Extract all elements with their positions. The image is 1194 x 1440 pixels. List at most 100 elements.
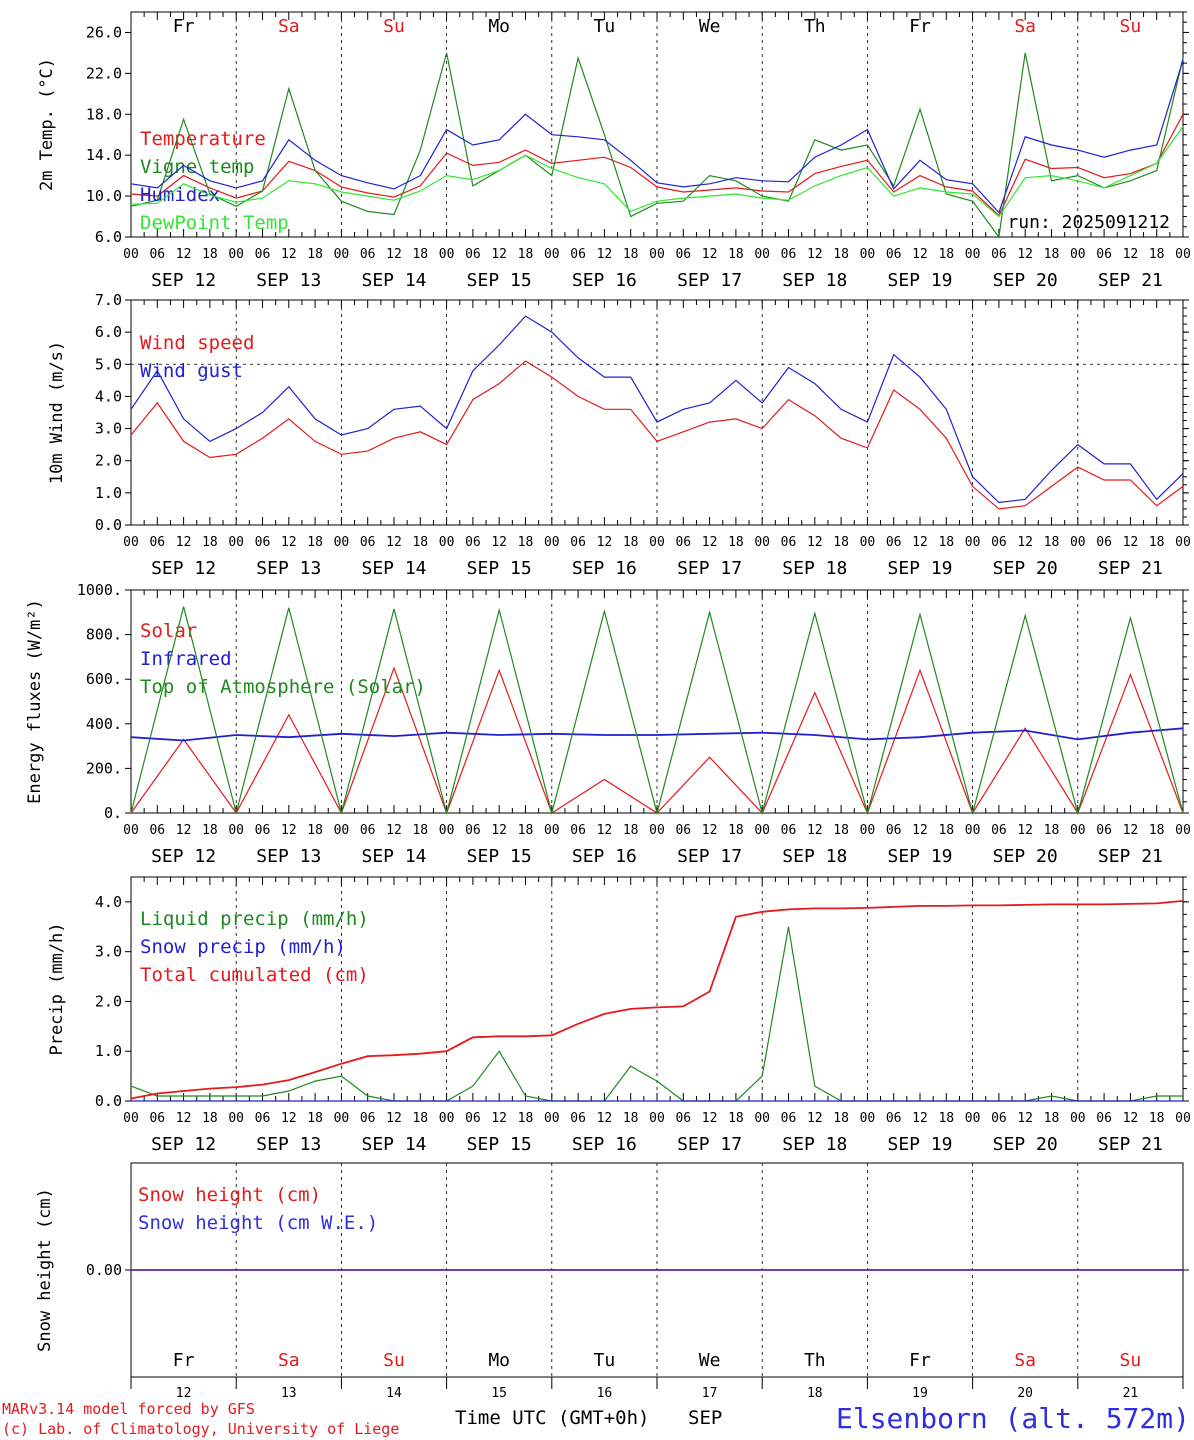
- hour-tick-label: 06: [1096, 247, 1112, 262]
- hour-tick-label: 18: [728, 1111, 744, 1126]
- hour-tick-label: 12: [386, 1111, 402, 1126]
- y-axis-label: 10m Wind (m/s): [47, 341, 67, 484]
- hour-tick-label: 06: [886, 535, 902, 550]
- date-label: SEP 20: [993, 270, 1058, 291]
- date-label: SEP 13: [256, 1134, 321, 1155]
- date-label: SEP 15: [467, 1134, 532, 1155]
- day-of-week-label: Fr: [909, 1350, 931, 1371]
- hour-tick-label: 18: [412, 1111, 428, 1126]
- panel-2: 0.0 1.0 2.0 3.0 4.0 5.0 6.0 7.0 10m Wind (m/s) Wi…: [47, 291, 1191, 579]
- hour-tick-label: 00: [649, 247, 665, 262]
- hour-tick-label: 06: [781, 247, 797, 262]
- hour-tick-label: 06: [570, 823, 586, 838]
- hour-tick-label: 06: [360, 535, 376, 550]
- hour-tick-label: 00: [544, 247, 560, 262]
- hour-tick-label: 12: [912, 535, 928, 550]
- date-label: SEP 14: [361, 846, 426, 867]
- station-name: Elsenborn (alt. 572m): [836, 1402, 1190, 1435]
- hour-tick-label: 18: [623, 247, 639, 262]
- hour-tick-label: 00: [1070, 535, 1086, 550]
- date-label: SEP 12: [151, 846, 216, 867]
- legend-entry: Snow height (cm): [138, 1184, 321, 1206]
- day-number-label: 21: [1123, 1386, 1139, 1401]
- hour-tick-label: 06: [149, 1111, 165, 1126]
- hour-tick-label: 12: [597, 1111, 613, 1126]
- legend-entry: Temperature: [140, 128, 266, 150]
- hour-tick-label: 06: [149, 247, 165, 262]
- date-label: SEP 18: [782, 270, 847, 291]
- hour-tick-label: 00: [965, 1111, 981, 1126]
- date-label: SEP 12: [151, 270, 216, 291]
- hour-tick-label: 12: [281, 823, 297, 838]
- hour-tick-label: 12: [176, 247, 192, 262]
- hour-tick-label: 06: [570, 1111, 586, 1126]
- date-label: SEP 17: [677, 558, 742, 579]
- y-tick-label: 18.0: [86, 105, 122, 123]
- hour-tick-label: 12: [1123, 823, 1139, 838]
- y-axis-label: Precip (mm/h): [47, 922, 67, 1055]
- day-number-label: 13: [281, 1386, 297, 1401]
- hour-tick-label: 06: [360, 247, 376, 262]
- date-label: SEP 14: [361, 1134, 426, 1155]
- hour-tick-label: 00: [439, 823, 455, 838]
- hour-tick-label: 12: [176, 535, 192, 550]
- hour-tick-label: 12: [176, 823, 192, 838]
- hour-tick-label: 00: [228, 247, 244, 262]
- day-of-week-label: Su: [1120, 16, 1142, 37]
- hour-tick-label: 00: [965, 535, 981, 550]
- hour-tick-label: 18: [938, 535, 954, 550]
- hour-tick-label: 12: [702, 823, 718, 838]
- day-number-label: 20: [1017, 1386, 1033, 1401]
- day-of-week-label: Tu: [594, 16, 616, 37]
- hour-tick-label: 12: [702, 247, 718, 262]
- date-label: SEP 17: [677, 270, 742, 291]
- date-label: SEP 21: [1098, 270, 1163, 291]
- date-label: SEP 16: [572, 1134, 637, 1155]
- y-tick-label: 5.0: [95, 355, 122, 373]
- day-of-week-label: Th: [804, 1350, 826, 1371]
- legend-entry: DewPoint Temp: [140, 212, 289, 234]
- hour-tick-label: 12: [597, 247, 613, 262]
- y-tick-label: 26.0: [86, 23, 122, 41]
- day-of-week-label: Fr: [173, 16, 195, 37]
- hour-tick-label: 18: [518, 1111, 534, 1126]
- day-of-week-label: Fr: [173, 1350, 195, 1371]
- date-label: SEP 21: [1098, 1134, 1163, 1155]
- hour-tick-label: 12: [281, 1111, 297, 1126]
- hour-tick-label: 12: [1123, 1111, 1139, 1126]
- hour-tick-label: 12: [1123, 247, 1139, 262]
- hour-tick-label: 12: [386, 535, 402, 550]
- date-label: SEP 21: [1098, 846, 1163, 867]
- hour-tick-label: 18: [307, 823, 323, 838]
- y-axis-label: 2m Temp. (°C): [37, 58, 57, 191]
- day-number-label: 16: [597, 1386, 613, 1401]
- day-number-label: 19: [912, 1386, 928, 1401]
- hour-tick-label: 06: [465, 247, 481, 262]
- day-number-label: 15: [491, 1386, 507, 1401]
- hour-tick-label: 18: [938, 823, 954, 838]
- hour-tick-label: 00: [228, 1111, 244, 1126]
- hour-tick-label: 18: [307, 535, 323, 550]
- y-tick-label: 2.0: [95, 452, 122, 470]
- day-of-week-label: Su: [383, 16, 405, 37]
- day-of-week-label: Sa: [1014, 16, 1036, 37]
- date-label: SEP 13: [256, 270, 321, 291]
- hour-tick-label: 06: [149, 535, 165, 550]
- hour-tick-label: 06: [675, 535, 691, 550]
- hour-tick-label: 12: [597, 535, 613, 550]
- y-tick-label: 200.: [86, 759, 122, 777]
- hour-tick-label: 12: [491, 1111, 507, 1126]
- date-label: SEP 21: [1098, 558, 1163, 579]
- day-of-week-label: Sa: [278, 16, 300, 37]
- hour-tick-label: 12: [491, 535, 507, 550]
- y-axis-label: Snow height (cm): [35, 1188, 55, 1352]
- hour-tick-label: 00: [123, 823, 139, 838]
- hour-tick-label: 18: [728, 535, 744, 550]
- date-label: SEP 15: [467, 270, 532, 291]
- hour-tick-label: 12: [912, 823, 928, 838]
- hour-tick-label: 00: [649, 1111, 665, 1126]
- x-axis-title: Time UTC (GMT+0h): [455, 1407, 649, 1429]
- y-tick-label: 1000.: [77, 581, 122, 599]
- day-number-label: 12: [176, 1386, 192, 1401]
- date-label: SEP 14: [361, 270, 426, 291]
